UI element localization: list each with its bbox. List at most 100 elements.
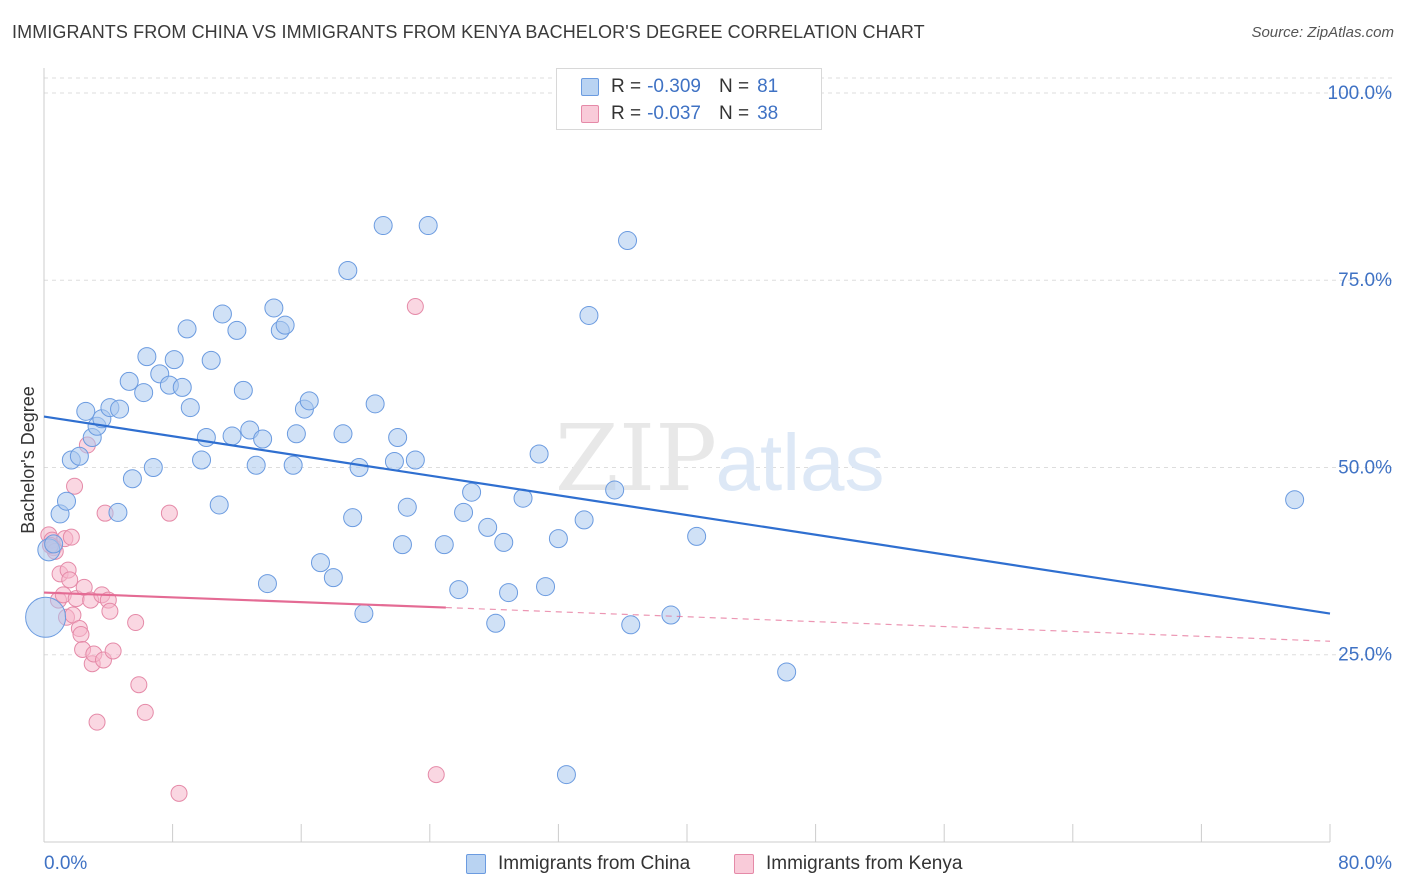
kenya-point	[170, 784, 188, 802]
china-point	[299, 391, 319, 411]
china-point	[201, 350, 221, 370]
y-tick-label: 75.0%	[1338, 270, 1392, 291]
kenya-point	[127, 614, 145, 632]
kenya-point	[427, 766, 445, 784]
china-point	[388, 428, 408, 448]
china-point	[283, 455, 303, 475]
bottom-legend-china: Immigrants from China	[466, 852, 690, 876]
china-point	[536, 577, 556, 597]
china-point	[618, 231, 638, 251]
china-point	[264, 298, 284, 318]
china-point	[556, 765, 576, 785]
y-tick-label: 50.0%	[1338, 457, 1392, 478]
china-point	[122, 469, 142, 489]
trend-lines	[43, 415, 1331, 642]
china-point	[196, 428, 216, 448]
kenya-series	[40, 297, 445, 802]
china-legend-label: Immigrants from China	[498, 853, 691, 874]
china-point	[180, 398, 200, 418]
kenya-trend-line	[43, 591, 446, 609]
kenya-point	[72, 626, 90, 644]
source-credit: Source: ZipAtlas.com	[1251, 24, 1394, 41]
kenya-point	[104, 642, 122, 660]
china-point	[365, 394, 385, 414]
legend-row-china: R = -0.309 N = 81	[581, 75, 778, 99]
china-point	[246, 455, 266, 475]
stats-legend: R = -0.309 N = 81 R = -0.037 N = 38	[556, 68, 822, 130]
watermark-atlas: atlas	[716, 418, 885, 507]
china-point	[227, 320, 247, 340]
kenya-trend-extension	[445, 606, 1331, 642]
kenya-legend-swatch	[734, 854, 754, 874]
china-point	[323, 568, 343, 588]
china-point	[548, 529, 568, 549]
china-point	[529, 444, 549, 464]
china-point	[574, 510, 594, 530]
kenya-point	[160, 504, 178, 522]
kenya-point	[62, 528, 80, 546]
kenya-point	[61, 571, 79, 589]
china-point	[222, 426, 242, 446]
china-point	[687, 526, 707, 546]
axes	[43, 68, 1331, 843]
china-point	[454, 502, 474, 522]
legend-row-kenya: R = -0.037 N = 38	[581, 102, 778, 126]
kenya-swatch	[581, 105, 599, 123]
china-point	[605, 480, 625, 500]
legend-n-label: N =	[718, 76, 750, 97]
legend-china-n: 81	[757, 76, 779, 97]
kenya-point	[136, 703, 154, 721]
kenya-point	[88, 713, 106, 731]
watermark: ZIP atlas	[555, 405, 885, 512]
kenya-point	[66, 477, 84, 495]
china-point	[384, 451, 404, 471]
china-point	[172, 377, 192, 397]
china-point	[143, 457, 163, 477]
china-trend-line	[43, 415, 1331, 615]
china-point	[621, 615, 641, 635]
china-point	[134, 383, 154, 403]
kenya-point	[130, 676, 148, 694]
china-point	[209, 495, 229, 515]
china-point	[233, 380, 253, 400]
china-point	[579, 305, 599, 325]
kenya-point	[406, 297, 424, 315]
china-point	[44, 534, 64, 554]
legend-n-label: N =	[718, 103, 750, 124]
legend-r-label: R =	[611, 103, 642, 124]
china-point	[57, 491, 77, 511]
china-point	[349, 457, 369, 477]
china-point	[310, 553, 330, 573]
china-point	[462, 482, 482, 502]
x-tick-label-max: 80.0%	[1338, 853, 1392, 874]
china-point	[25, 596, 67, 638]
kenya-point	[101, 602, 119, 620]
china-point	[354, 604, 374, 624]
china-point	[434, 535, 454, 555]
china-point	[253, 429, 273, 449]
kenya-legend-label: Immigrants from Kenya	[766, 853, 963, 874]
china-point	[449, 580, 469, 600]
china-point	[338, 260, 358, 280]
grid-lines	[44, 77, 1392, 656]
axis-labels: 25.0% 50.0% 75.0% 100.0% 0.0% 80.0% Bachelor's…	[18, 83, 1392, 874]
china-point	[478, 517, 498, 537]
legend-china-r: -0.309	[647, 76, 701, 97]
x-tick-label-min: 0.0%	[44, 853, 87, 874]
china-point	[119, 371, 139, 391]
china-point	[661, 605, 681, 625]
y-tick-label: 25.0%	[1338, 645, 1392, 666]
china-point	[343, 508, 363, 528]
legend-kenya-r: -0.037	[647, 103, 701, 124]
china-point	[164, 350, 184, 370]
china-point	[418, 216, 438, 236]
china-series	[25, 216, 1305, 785]
china-point	[108, 502, 128, 522]
china-legend-swatch	[466, 854, 486, 874]
y-axis-label: Bachelor's Degree	[18, 386, 38, 534]
china-point	[275, 315, 295, 335]
china-point	[397, 497, 417, 517]
china-point	[192, 450, 212, 470]
china-swatch	[581, 78, 599, 96]
